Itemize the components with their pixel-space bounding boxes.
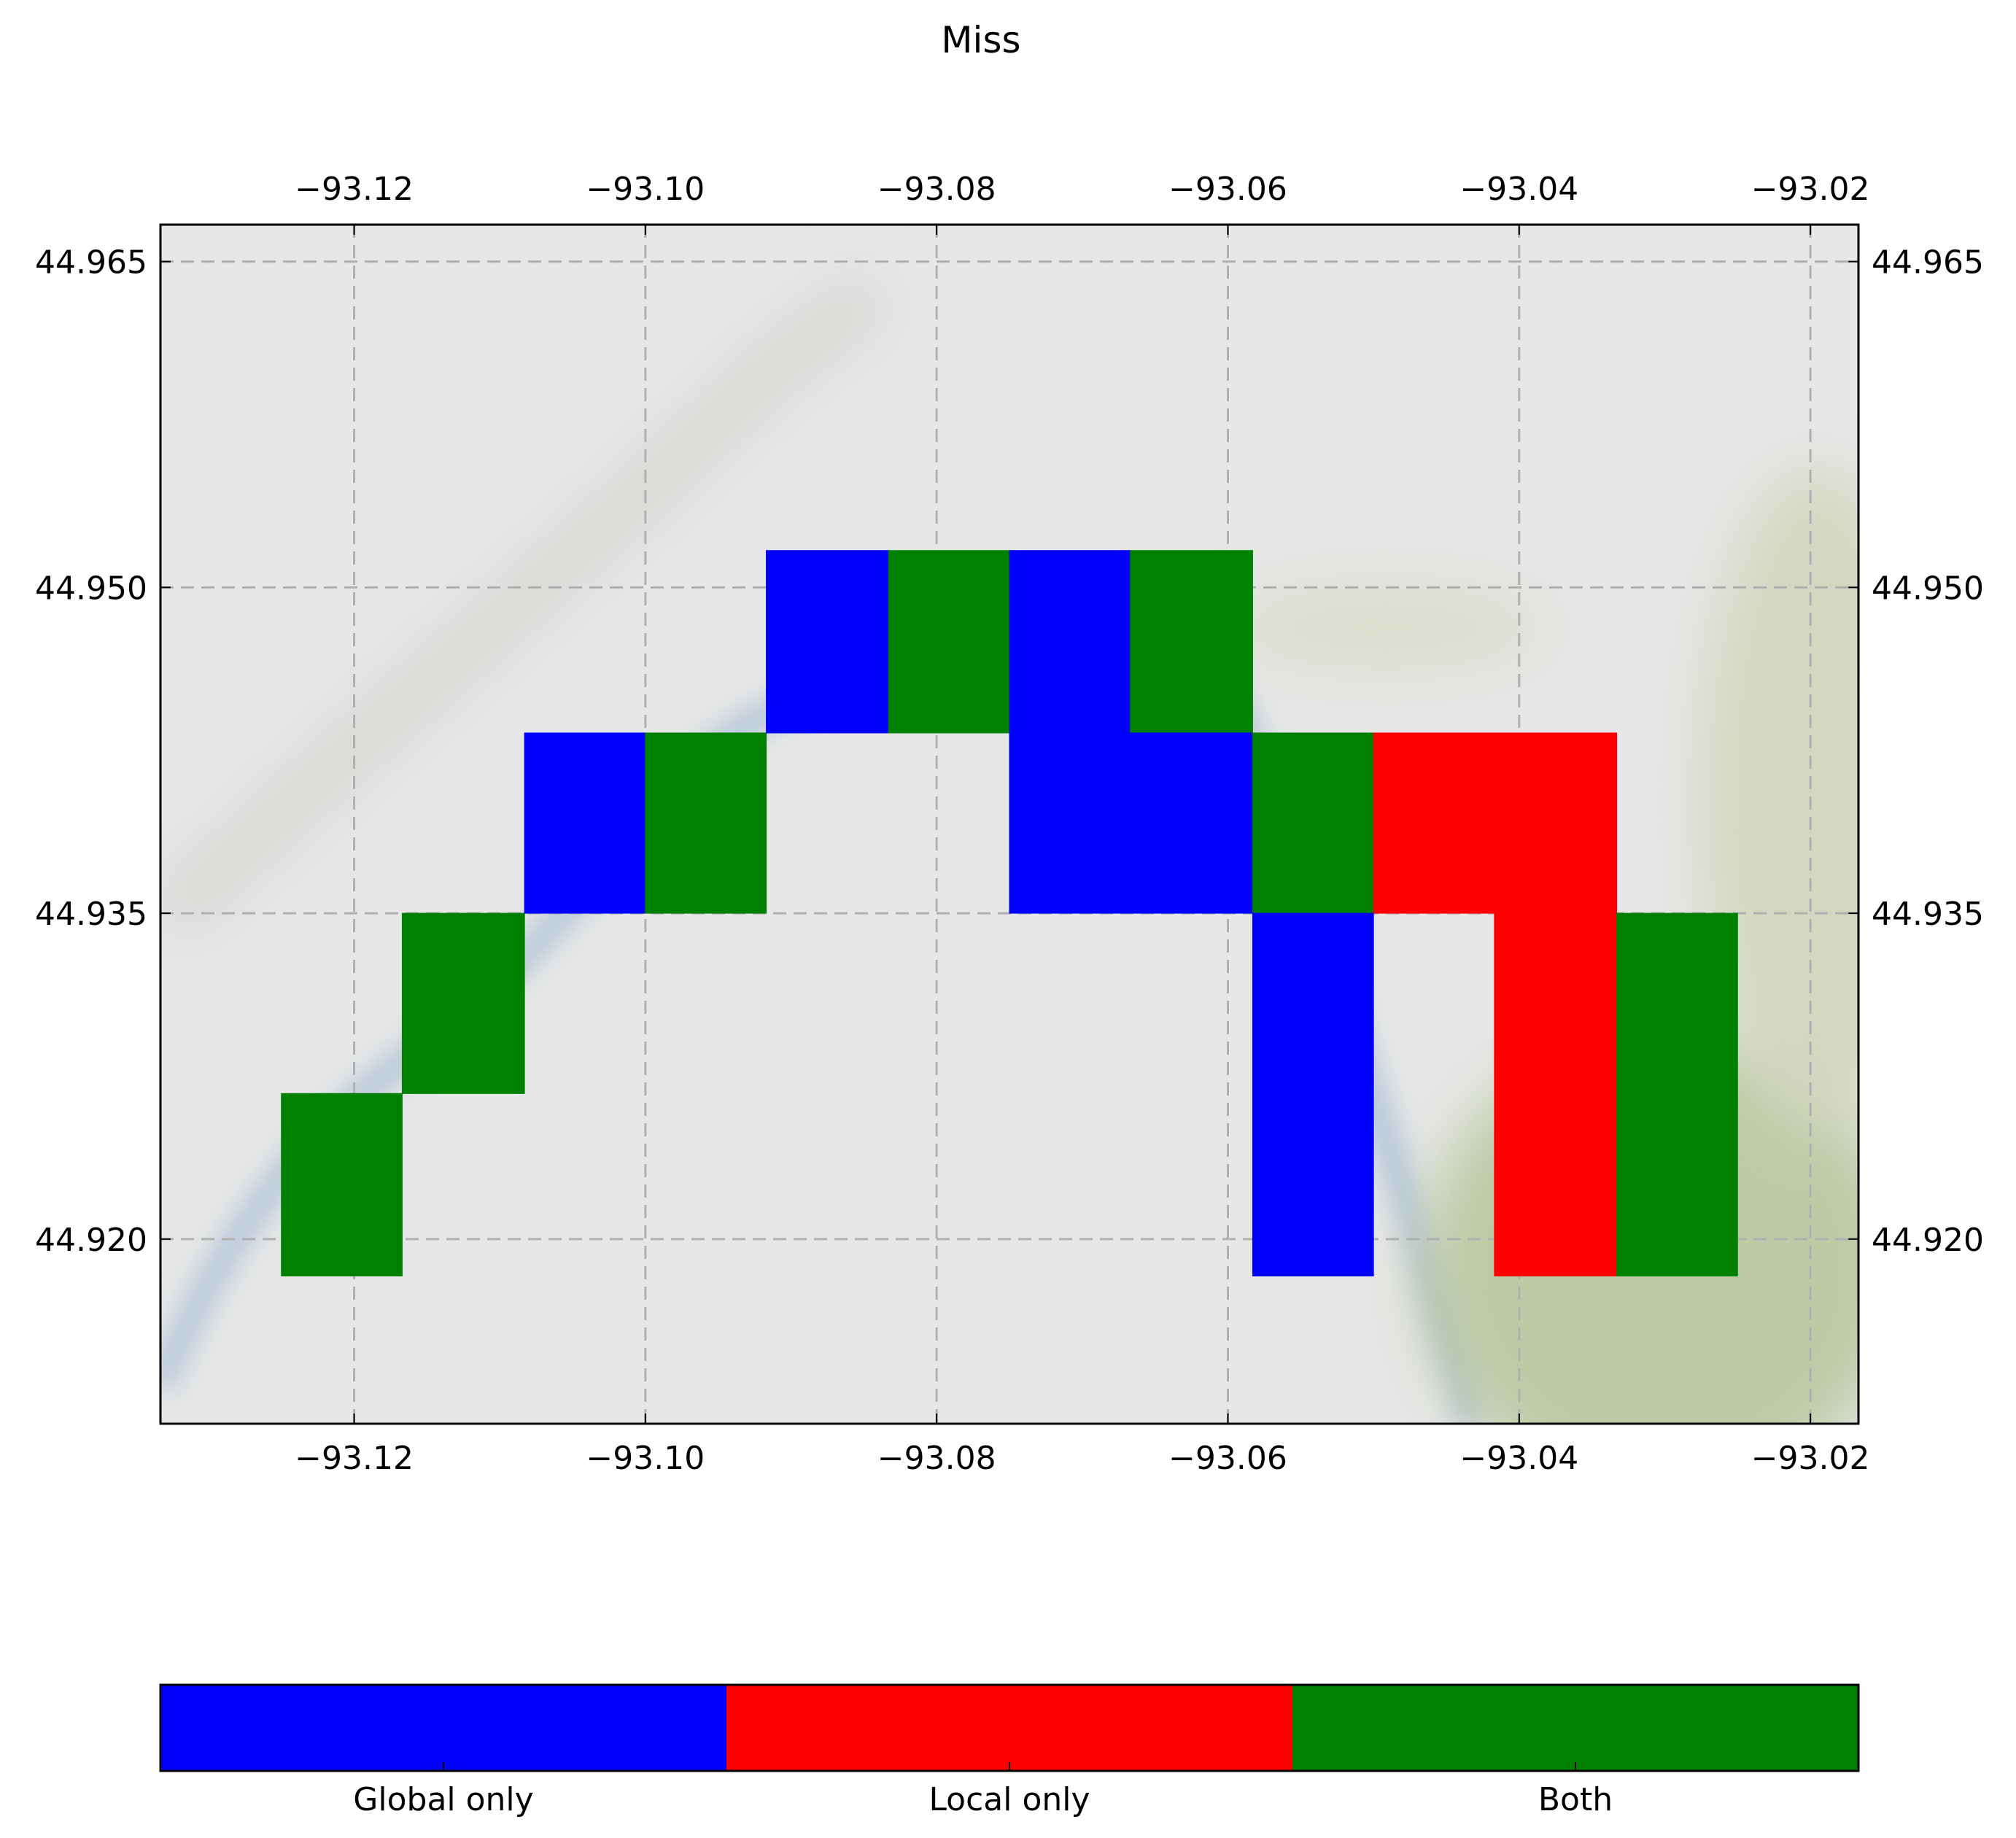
x-tick-label-bottom: −93.02 — [1751, 1440, 1870, 1477]
y-tick-label-right: 44.950 — [1872, 570, 1984, 607]
data-cell-10 — [1373, 732, 1618, 914]
axis-ticks: −93.12 −93.12 −93.10 −93.10 −93.08 −93.08 −93.… — [35, 171, 1984, 1477]
data-cell-8 — [1009, 732, 1253, 914]
y-tick-label-right: 44.935 — [1872, 896, 1984, 933]
colorbar-segment-0 — [160, 1685, 727, 1771]
colorbar-frame — [159, 1683, 1860, 1772]
x-tick-label-bottom: −93.04 — [1459, 1440, 1578, 1477]
colorbar-label: Local only — [928, 1781, 1090, 1818]
x-tick-label-top: −93.08 — [877, 171, 996, 208]
data-cells — [281, 550, 1738, 1276]
colorbar-label: Global only — [353, 1781, 533, 1818]
colorbar-segment-1 — [726, 1685, 1293, 1771]
data-cell-4 — [766, 550, 889, 734]
y-tick-label-left: 44.935 — [35, 896, 147, 933]
data-cell-12 — [1494, 912, 1618, 1276]
data-cell-11 — [1252, 912, 1374, 1276]
data-cell-1 — [401, 912, 525, 1094]
y-tick-label-right: 44.965 — [1872, 244, 1984, 282]
x-tick-label-top: −93.12 — [295, 171, 414, 208]
x-tick-label-bottom: −93.12 — [295, 1440, 414, 1477]
x-tick-label-top: −93.06 — [1168, 171, 1287, 208]
plot-frame — [159, 223, 1860, 1425]
data-cell-3 — [645, 732, 767, 914]
y-tick-label-left: 44.920 — [35, 1222, 147, 1259]
x-tick-label-bottom: −93.08 — [877, 1440, 996, 1477]
data-cell-13 — [1616, 912, 1738, 1276]
y-tick-label-right: 44.920 — [1872, 1222, 1984, 1259]
x-tick-label-top: −93.10 — [586, 171, 705, 208]
data-cell-6 — [1009, 550, 1131, 734]
colorbar-segment-2 — [1292, 1685, 1859, 1771]
x-tick-label-top: −93.04 — [1459, 171, 1578, 208]
data-cell-2 — [524, 732, 646, 914]
data-cell-0 — [281, 1093, 403, 1276]
data-cell-7 — [1130, 550, 1253, 734]
colorbar: Global only Local only Both — [159, 1683, 1860, 1818]
data-cell-5 — [888, 550, 1010, 734]
x-tick-label-bottom: −93.10 — [586, 1440, 705, 1477]
y-tick-label-left: 44.950 — [35, 570, 147, 607]
y-tick-label-left: 44.965 — [35, 244, 147, 282]
x-tick-label-bottom: −93.06 — [1168, 1440, 1287, 1477]
data-cell-9 — [1252, 732, 1374, 914]
x-tick-label-top: −93.02 — [1751, 171, 1870, 208]
colorbar-label: Both — [1538, 1781, 1613, 1818]
chart-title: Miss — [941, 19, 1020, 61]
